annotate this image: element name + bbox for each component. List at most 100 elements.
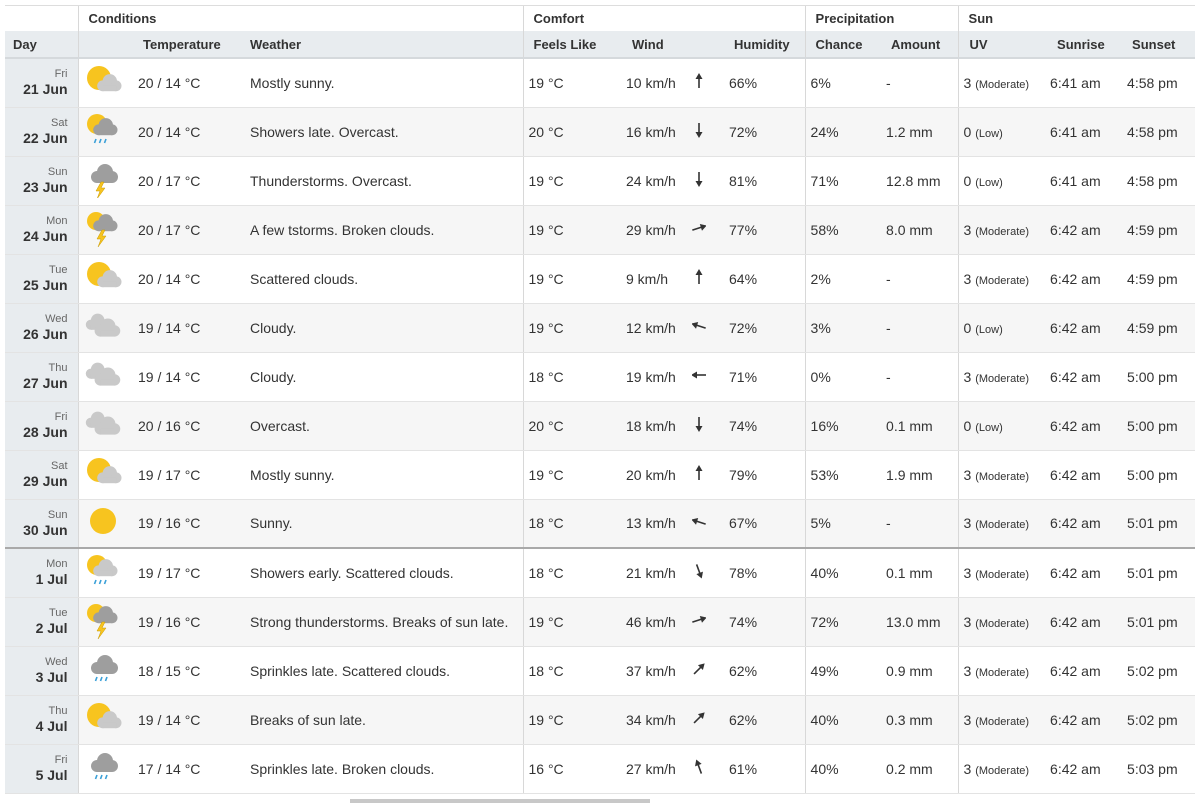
sunrise: 6:42 am <box>1045 450 1121 500</box>
wind-arrow <box>693 712 705 724</box>
column-header: Temperature <box>130 31 245 59</box>
wind: 12 km/h <box>615 303 690 353</box>
column-header: UV <box>957 31 1046 59</box>
date: 25 Jun <box>23 277 68 293</box>
temperature: 20 / 14 °C <box>130 58 245 108</box>
temperature: 19 / 17 °C <box>130 548 245 598</box>
feels-like: 19 °C <box>522 205 615 255</box>
feels-like: 19 °C <box>522 254 615 304</box>
icon-cell <box>77 352 130 402</box>
uv-label: (Moderate) <box>975 78 1030 91</box>
feels-like: 18 °C <box>522 548 615 598</box>
wind-direction <box>690 646 715 696</box>
feels-like: 18 °C <box>522 499 615 549</box>
icon-cell <box>77 646 130 696</box>
chance: 49% <box>804 646 879 696</box>
sunrise: 6:42 am <box>1045 499 1121 549</box>
icon-cell <box>77 107 130 157</box>
date: 26 Jun <box>23 326 68 342</box>
uv-label: (Moderate) <box>975 764 1030 777</box>
uv-label: (Moderate) <box>975 666 1030 679</box>
wind-direction <box>690 205 715 255</box>
humidity: 62% <box>715 646 806 696</box>
sunset: 5:00 pm <box>1120 401 1196 451</box>
weather-icon <box>90 753 118 780</box>
day-cell: Mon 24 Jun <box>5 205 78 255</box>
feels-like: 19 °C <box>522 303 615 353</box>
humidity: 74% <box>715 401 806 451</box>
amount: 1.9 mm <box>878 450 959 500</box>
weather: A few tstorms. Broken clouds. <box>245 205 523 255</box>
uv-label: (Moderate) <box>975 225 1030 238</box>
sunset: 5:01 pm <box>1120 499 1196 549</box>
amount: 0.1 mm <box>878 548 959 598</box>
sunset: 5:02 pm <box>1120 646 1196 696</box>
amount: - <box>878 499 959 549</box>
feels-like: 20 °C <box>522 401 615 451</box>
humidity: 78% <box>715 548 806 598</box>
sunset: 4:58 pm <box>1120 107 1196 157</box>
weather-icon <box>85 411 120 435</box>
weather: Mostly sunny. <box>245 450 523 500</box>
date: 1 Jul <box>35 571 68 588</box>
scrollbar[interactable] <box>350 799 650 803</box>
wind-arrow <box>691 371 706 379</box>
humidity: 64% <box>715 254 806 304</box>
column-header-row: Day Temperature Weather Feels Like Wind … <box>5 31 1196 59</box>
uv-index: 3 <box>963 760 972 777</box>
temperature: 19 / 16 °C <box>130 597 245 647</box>
humidity: 71% <box>715 352 806 402</box>
wind-direction <box>690 744 715 794</box>
forecast-row: Wed 26 Jun 19 / 14 °C Cloudy. 19 °C 12 km/h 72… <box>5 303 1196 353</box>
uv-label: (Low) <box>975 127 1003 140</box>
table-body: Fri 21 Jun 20 / 14 °C Mostly sunny. 19 °C 10 … <box>5 58 1196 794</box>
feels-like: 19 °C <box>522 695 615 745</box>
icon-cell <box>77 58 130 108</box>
sunset: 5:01 pm <box>1120 597 1196 647</box>
humidity: 81% <box>715 156 806 206</box>
amount: 0.2 mm <box>878 744 959 794</box>
uv-index: 3 <box>963 74 972 91</box>
chance: 58% <box>804 205 879 255</box>
sunset: 5:01 pm <box>1120 548 1196 598</box>
amount: - <box>878 58 959 108</box>
amount: 13.0 mm <box>878 597 959 647</box>
sunrise: 6:42 am <box>1045 597 1121 647</box>
uv-index: 0 <box>963 123 972 140</box>
wind: 13 km/h <box>615 499 690 549</box>
sunrise: 6:41 am <box>1045 58 1121 108</box>
date: 24 Jun <box>23 228 68 244</box>
weekday: Tue <box>48 264 68 276</box>
wind: 37 km/h <box>615 646 690 696</box>
sunrise: 6:42 am <box>1045 744 1121 794</box>
temperature: 17 / 14 °C <box>130 744 245 794</box>
feels-like: 19 °C <box>522 450 615 500</box>
uv-cell: 3 (Moderate) <box>957 744 1046 794</box>
chance: 53% <box>804 450 879 500</box>
sunrise: 6:42 am <box>1045 303 1121 353</box>
uv-cell: 3 (Moderate) <box>957 646 1046 696</box>
icon-cell <box>77 450 130 500</box>
day-cell: Mon 1 Jul <box>5 548 78 598</box>
wind-arrow <box>695 417 703 432</box>
uv-label: (Low) <box>975 421 1003 434</box>
sunrise: 6:42 am <box>1045 695 1121 745</box>
forecast-row: Fri 28 Jun 20 / 16 °C Overcast. 20 °C 18 km/h… <box>5 401 1196 451</box>
forecast-row: Mon 24 Jun 20 / 17 °C A few tstorms. Broken… <box>5 205 1196 255</box>
weather-icon <box>85 362 120 386</box>
wind-direction <box>690 352 715 402</box>
feels-like: 16 °C <box>522 744 615 794</box>
weather-icon <box>86 262 121 288</box>
amount: 0.1 mm <box>878 401 959 451</box>
icon-cell <box>77 695 130 745</box>
column-header: Sunset <box>1120 31 1196 59</box>
uv-label: (Moderate) <box>975 617 1030 630</box>
wind-direction <box>690 499 715 549</box>
column-header: Amount <box>878 31 959 59</box>
wind-arrow <box>695 172 703 187</box>
column-header: Humidity <box>715 31 806 59</box>
forecast-row: Fri 21 Jun 20 / 14 °C Mostly sunny. 19 °C 10 … <box>5 58 1196 108</box>
temperature: 19 / 17 °C <box>130 450 245 500</box>
wind-arrow <box>691 322 706 329</box>
wind: 10 km/h <box>615 58 690 108</box>
